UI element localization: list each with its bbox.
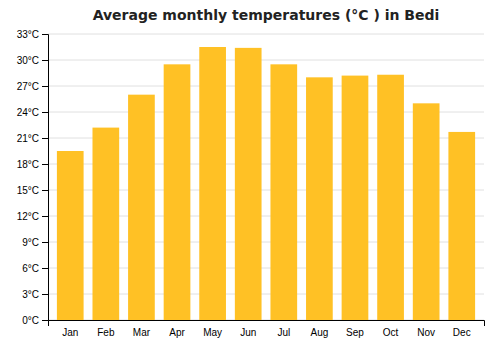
- y-tick-mark: [42, 294, 48, 295]
- bar: [92, 128, 119, 320]
- y-tick-label: 0°C: [22, 315, 39, 326]
- y-tick: 9°C: [22, 237, 48, 248]
- x-tick-label: Dec: [453, 327, 471, 338]
- x-axis-line: [49, 321, 485, 327]
- x-tick-label: Nov: [417, 327, 435, 338]
- y-tick-label: 33°C: [17, 29, 39, 40]
- x-axis: Jan Feb Mar Apr May Jun Jul Aug Sep Oct Nov Dec: [49, 321, 485, 339]
- x-tick: Jun: [240, 327, 256, 338]
- y-tick: 24°C: [17, 107, 48, 118]
- x-tick: Feb: [97, 327, 115, 338]
- bar: [306, 77, 333, 320]
- y-tick-label: 24°C: [17, 107, 39, 118]
- chart: 0°C 3°C 6°C 9°C 12°C 15°C 18°C 21°C 24°C 27°C 30°C…: [0, 0, 500, 350]
- bar: [57, 151, 84, 320]
- y-tick: 12°C: [17, 211, 48, 222]
- y-tick-mark: [42, 216, 48, 217]
- grid-line: [48, 60, 484, 61]
- y-tick: 15°C: [17, 185, 48, 196]
- y-tick-mark: [42, 86, 48, 87]
- y-tick: 21°C: [17, 133, 48, 144]
- y-tick-mark: [42, 60, 48, 61]
- bar: [377, 75, 404, 320]
- x-tick: Apr: [169, 327, 185, 338]
- y-axis: 0°C 3°C 6°C 9°C 12°C 15°C 18°C 21°C 24°C 27°C 30°C…: [17, 29, 49, 326]
- y-tick: 33°C: [17, 29, 48, 40]
- y-tick: 3°C: [22, 289, 48, 300]
- y-tick-mark: [42, 242, 48, 243]
- bar: [413, 103, 440, 320]
- x-tick: Nov: [417, 327, 435, 338]
- title: Average monthly temperatures (°C ) in Be…: [93, 7, 440, 23]
- x-tick-label: Jul: [277, 327, 290, 338]
- y-tick-label: 9°C: [22, 237, 39, 248]
- y-tick-label: 12°C: [17, 211, 39, 222]
- y-tick-label: 27°C: [17, 81, 39, 92]
- y-tick: 27°C: [17, 81, 48, 92]
- x-tick: Dec: [453, 327, 471, 338]
- x-tick: May: [203, 327, 222, 338]
- grid-line: [48, 34, 484, 35]
- y-tick-mark: [42, 112, 48, 113]
- plot-area: 0°C 3°C 6°C 9°C 12°C 15°C 18°C 21°C 24°C 27°C 30°C…: [17, 29, 485, 338]
- bar: [235, 48, 262, 320]
- y-tick-label: 6°C: [22, 263, 39, 274]
- bar: [448, 132, 475, 320]
- bar: [342, 76, 369, 320]
- bar: [128, 95, 155, 320]
- x-tick-label: Mar: [133, 327, 151, 338]
- y-tick-label: 30°C: [17, 55, 39, 66]
- x-tick: Mar: [133, 327, 151, 338]
- x-tick: Aug: [310, 327, 328, 338]
- x-tick: Jan: [62, 327, 78, 338]
- x-tick: Oct: [383, 327, 399, 338]
- x-tick-label: Jun: [240, 327, 256, 338]
- y-tick-label: 3°C: [22, 289, 39, 300]
- bars: [57, 47, 475, 320]
- x-tick: Jul: [277, 327, 290, 338]
- y-tick-mark: [42, 138, 48, 139]
- bar: [164, 64, 191, 320]
- x-tick-label: Aug: [310, 327, 328, 338]
- x-tick-label: May: [203, 327, 222, 338]
- x-tick-label: Feb: [97, 327, 115, 338]
- grid-line: [48, 86, 484, 87]
- y-tick-label: 18°C: [17, 159, 39, 170]
- y-tick: 18°C: [17, 159, 48, 170]
- y-tick-mark: [42, 34, 48, 35]
- y-tick-mark: [42, 268, 48, 269]
- y-axis-line: [42, 35, 49, 321]
- bar: [199, 47, 226, 320]
- y-tick-mark: [42, 190, 48, 191]
- y-tick-label: 21°C: [17, 133, 39, 144]
- y-tick-mark: [42, 164, 48, 165]
- y-tick-label: 15°C: [17, 185, 39, 196]
- x-tick-label: Oct: [383, 327, 399, 338]
- bar: [270, 64, 297, 320]
- x-tick-label: Apr: [169, 327, 185, 338]
- x-tick-label: Sep: [346, 327, 364, 338]
- x-tick-label: Jan: [62, 327, 78, 338]
- y-tick-mark: [42, 320, 48, 321]
- grid: [48, 34, 484, 320]
- x-tick: Sep: [346, 327, 364, 338]
- y-tick: 30°C: [17, 55, 48, 66]
- y-tick: 6°C: [22, 263, 48, 274]
- y-tick: 0°C: [22, 315, 48, 326]
